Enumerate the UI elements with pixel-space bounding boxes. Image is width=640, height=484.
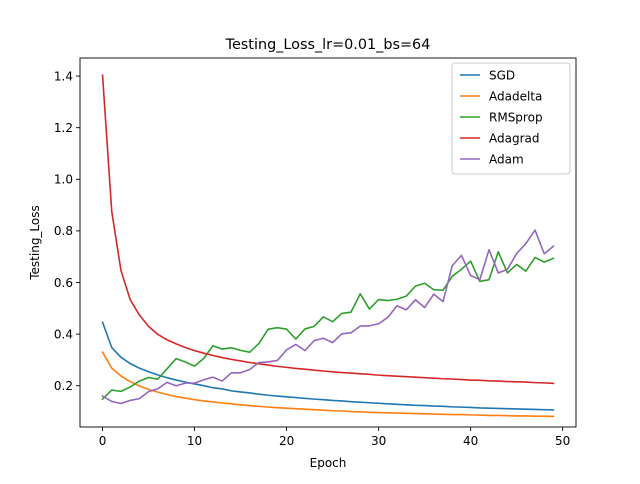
y-tick-label: 1.2 [54,121,73,135]
legend: SGD Adadelta RMSprop Adagrad Adam [451,62,571,175]
series-line-adagrad [101,74,555,385]
y-tick-label: 1.0 [54,173,73,187]
plot-lines [101,74,555,418]
y-axis-label: Testing_Loss [28,205,42,281]
y-tick-label: 0.8 [54,224,73,238]
series-line-sgd [101,321,555,411]
x-tick-label: 40 [463,434,478,448]
y-tick-label: 1.4 [54,69,73,83]
legend-label: Adagrad [489,131,540,145]
legend-box [451,62,571,175]
x-tick-label: 30 [371,434,386,448]
plot-area-frame [79,57,577,428]
y-tick-label: 0.6 [54,276,73,290]
x-tick-label: 10 [187,434,202,448]
series-line-adam [101,229,555,405]
chart-title: Testing_Loss_lr=0.01_bs=64 [225,37,431,53]
legend-label: RMSprop [489,110,543,124]
x-axis: 0 10 20 30 40 50 [99,427,570,448]
y-tick-label: 0.4 [54,327,73,341]
y-axis: 0.2 0.4 0.6 0.8 1.0 1.2 1.4 [54,69,80,393]
x-tick-label: 20 [279,434,294,448]
series-line-adadelta [101,351,555,418]
legend-label: Adam [489,152,524,166]
legend-label: SGD [489,68,515,82]
legend-label: Adadelta [489,89,542,103]
x-tick-label: 50 [555,434,570,448]
y-tick-label: 0.2 [54,379,73,393]
x-axis-label: Epoch [310,456,347,470]
series-line-rmsprop [101,250,555,401]
x-tick-label: 0 [99,434,107,448]
